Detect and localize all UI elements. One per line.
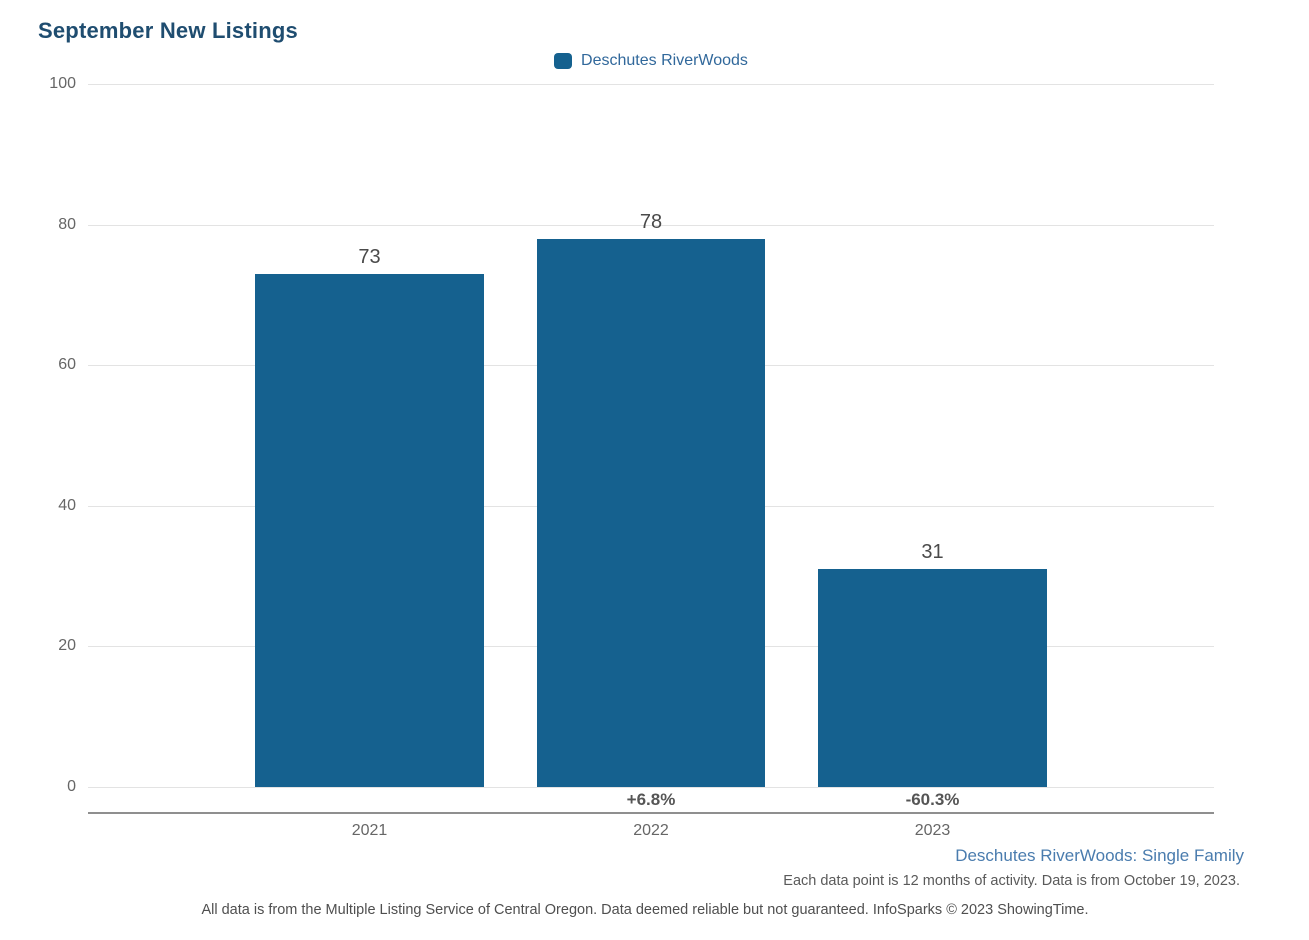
bar-2023[interactable] — [818, 569, 1047, 787]
bar-2021[interactable] — [255, 274, 484, 787]
x-axis-label-2023: 2023 — [914, 822, 951, 839]
y-tick-label-100: 100 — [49, 75, 76, 92]
footnote-data-note: Each data point is 12 months of activity… — [783, 873, 1240, 889]
legend-label: Deschutes RiverWoods — [581, 52, 748, 69]
y-tick-label-40: 40 — [58, 497, 76, 514]
plot-area: 73 78 31 — [88, 84, 1214, 788]
gridline-100 — [88, 84, 1214, 85]
y-tick-label-80: 80 — [58, 216, 76, 233]
gridline-80 — [88, 225, 1214, 226]
pct-change-row: +6.8% -60.3% — [88, 790, 1214, 810]
x-axis-label-2022: 2022 — [633, 822, 669, 839]
pct-change-label-2023: -60.3% — [905, 790, 960, 809]
bar-value-label-2023: 31 — [921, 541, 944, 563]
x-axis-label-2021: 2021 — [351, 822, 388, 839]
bar-2022[interactable] — [536, 239, 766, 787]
y-tick-label-60: 60 — [58, 356, 76, 373]
bar-value-label-2021: 73 — [358, 246, 381, 268]
legend-swatch-icon — [554, 53, 573, 69]
footnote-disclaimer: All data is from the Multiple Listing Se… — [201, 902, 1089, 918]
x-axis-line — [88, 812, 1214, 814]
y-tick-label-20: 20 — [58, 637, 76, 654]
gridline-0 — [88, 787, 1214, 788]
footnote-series-selector[interactable]: Deschutes RiverWoods: Single Family — [955, 846, 1244, 865]
chart-title: September New Listings — [38, 18, 298, 43]
x-axis-labels: 2021 2022 2023 — [88, 822, 1214, 842]
y-axis-ticks: 0 20 40 60 80 100 — [0, 75, 76, 795]
bar-value-label-2022: 78 — [639, 211, 663, 233]
pct-change-label-2022: +6.8% — [626, 790, 676, 809]
y-tick-label-0: 0 — [67, 778, 76, 795]
legend-item[interactable]: Deschutes RiverWoods — [88, 50, 1214, 72]
